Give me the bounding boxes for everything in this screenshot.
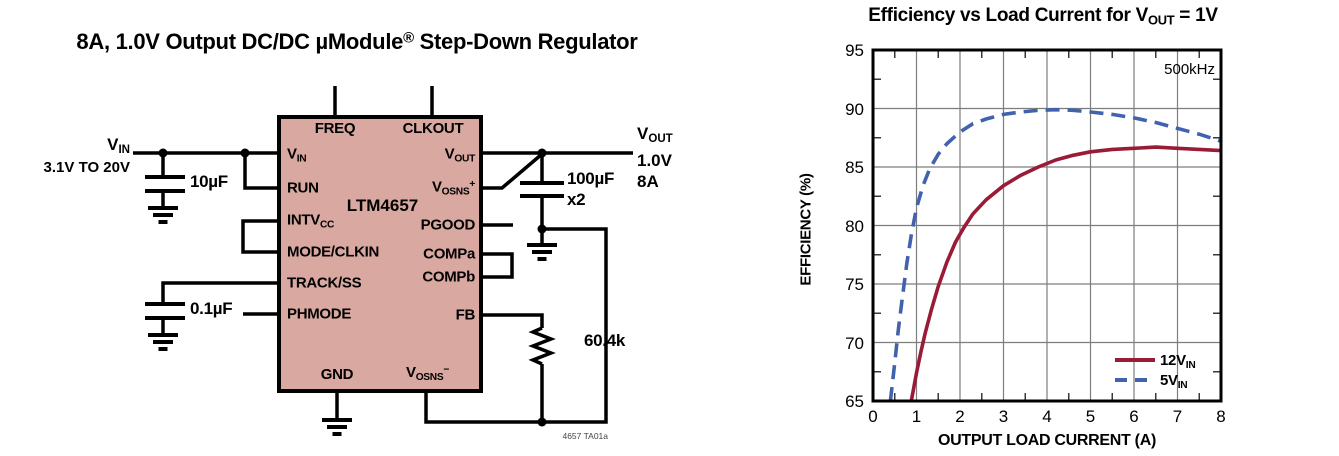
rfb-resistor (528, 326, 556, 366)
intvcc-modeclkin-loop (241, 219, 279, 254)
junction-dot (158, 148, 168, 158)
x-tick-label: 7 (1172, 407, 1183, 426)
y-tick-label: 80 (845, 216, 864, 236)
pin-label-mode-clkin: MODE/CLKIN (287, 243, 379, 261)
legend-label-5vin: 5VIN (1160, 372, 1188, 391)
legend-swatch-12vin (1115, 358, 1155, 362)
junction-dots (158, 148, 547, 427)
vin-rail-name: VIN (107, 135, 130, 157)
pin-label-vin: VIN (287, 145, 307, 165)
chart-title: Efficiency vs Load Current for VOUT = 1V (868, 5, 1218, 28)
pin-label-pgood: PGOOD (420, 216, 476, 234)
vout-rail-current: 8A (637, 172, 659, 192)
vosns-minus-return-wire (424, 227, 608, 424)
y-tick-label: 65 (845, 392, 864, 411)
pin-label-vosns-minus: VOSNS− (405, 364, 450, 383)
pin-label-run: RUN (287, 179, 319, 197)
x-tick-label: 2 (955, 407, 965, 426)
x-tick-label: 0 (868, 407, 878, 426)
circuit-title: 8A, 1.0V Output DC/DC µModule® Step-Down… (76, 29, 638, 54)
cout-capacitor (520, 181, 564, 198)
y-tick-label: 95 (845, 41, 864, 60)
x-tick-label: 3 (998, 407, 1009, 426)
junction-dot (537, 148, 547, 158)
ground-symbol-gnd-pin (322, 418, 352, 436)
plot-border (871, 48, 1223, 403)
pin-label-vosns-plus: VOSNS+ (431, 178, 475, 198)
trackss-wire (161, 281, 279, 303)
vout-rail-name: VOUT (637, 124, 673, 146)
css-capacitor (145, 302, 185, 320)
x-axis-title: OUTPUT LOAD CURRENT (A) (938, 432, 1156, 449)
x-tick-label: 5 (1085, 407, 1096, 426)
cout-multiplier: x2 (567, 190, 586, 209)
ground-symbol-cout (527, 243, 557, 261)
y-tick-label: 75 (845, 275, 864, 294)
rfb-value: 60.4k (584, 331, 626, 350)
junction-dot (537, 417, 547, 427)
pin-label-gnd: GND (320, 366, 354, 383)
curve-5vin (888, 107, 1221, 401)
pin-label-freq: FREQ (314, 120, 356, 137)
cin-value: 10µF (190, 172, 228, 191)
junction-dot (240, 148, 250, 158)
y-tick-label: 85 (845, 158, 864, 177)
capacitors-and-grounds (145, 175, 564, 436)
pin-label-intvcc: INTVCC (287, 211, 335, 231)
wires (133, 86, 633, 424)
output-rail-label: VOUT 1.0V 8A (637, 123, 673, 192)
ground-symbol-css (148, 333, 178, 351)
frequency-annotation: 500kHz (1164, 61, 1215, 78)
pin-label-compb: COMPb (422, 268, 475, 286)
ground-symbol-cin (148, 206, 178, 224)
cout-value: 100µF (567, 169, 615, 188)
css-value: 0.1µF (190, 299, 233, 318)
pin-label-fb: FB (455, 306, 476, 324)
vosns-plus-sense-wire (481, 152, 544, 190)
legend-swatch-5vin (1115, 378, 1155, 382)
pin-label-compa: COMPa (423, 245, 475, 263)
x-tick-label: 1 (911, 407, 922, 426)
pin-label-clkout: CLKOUT (402, 120, 464, 137)
compa-compb-loop (481, 252, 514, 279)
junction-dot (537, 224, 547, 234)
chart-curves (888, 107, 1221, 401)
chip-body (277, 115, 483, 393)
y-axis-title: EFFICIENCY (%) (797, 173, 815, 286)
x-tick-label: 6 (1129, 407, 1139, 426)
curve-12vin (909, 145, 1221, 401)
x-tick-label: 4 (1042, 407, 1052, 426)
x-tick-label: 8 (1216, 407, 1226, 426)
vin-rail-range: 3.1V TO 20V (43, 159, 130, 177)
fb-wire (481, 313, 544, 328)
y-tick-label: 90 (845, 99, 864, 119)
input-rail-label: VIN 3.1V TO 20V (20, 136, 130, 177)
figure-note: 4657 TA01a (562, 431, 608, 441)
pin-label-phmode: PHMODE (287, 305, 352, 323)
cin-capacitor (145, 175, 185, 193)
legend-label-12vin: 12VIN (1160, 352, 1196, 371)
y-tick-label: 70 (845, 333, 864, 353)
pin-label-track-ss: TRACK/SS (287, 274, 362, 292)
chip-name: LTM4657 (346, 196, 419, 215)
pin-label-vout: VOUT (444, 145, 476, 165)
run-wire (243, 153, 279, 190)
vout-rail-voltage: 1.0V (637, 151, 672, 171)
chart-gridlines (873, 50, 1221, 401)
